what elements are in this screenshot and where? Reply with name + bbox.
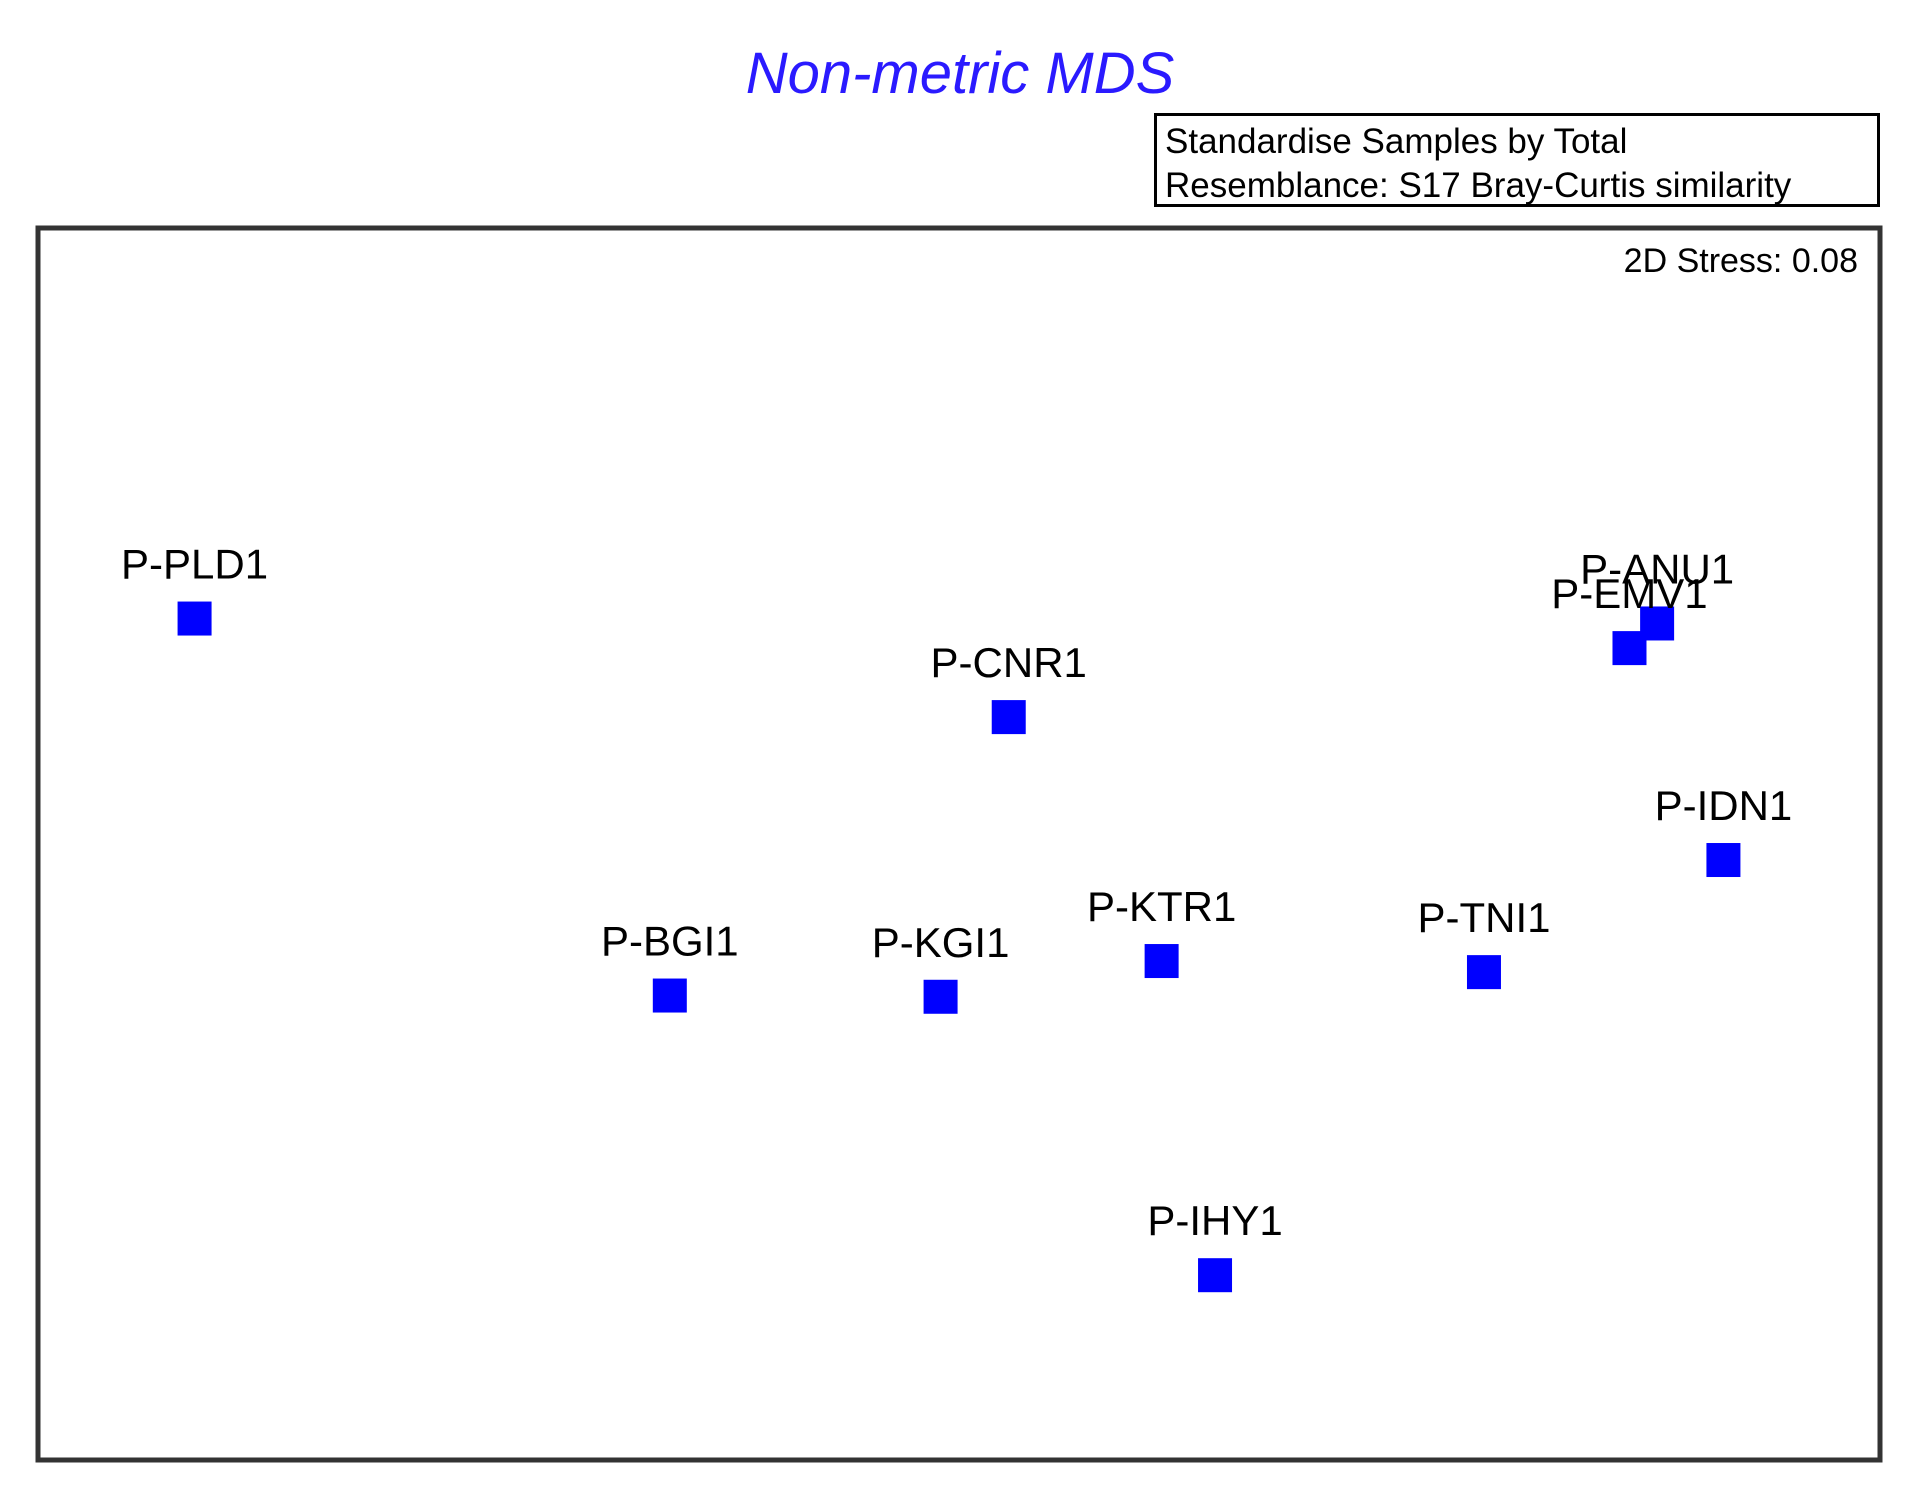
point-label-p-emv1: P-EMV1 bbox=[1551, 570, 1707, 617]
chart-title: Non-metric MDS bbox=[745, 41, 1175, 106]
point-label-p-anu1: P-ANU1 bbox=[1580, 545, 1734, 592]
point-p-tni1 bbox=[1466, 955, 1501, 990]
point-label-p-idn1: P-IDN1 bbox=[1655, 782, 1793, 829]
stress-label: 2D Stress: 0.08 bbox=[1624, 242, 1858, 280]
point-p-bgi1 bbox=[652, 978, 687, 1013]
info-line-standardise: Standardise Samples by Total bbox=[1165, 122, 1628, 161]
point-p-idn1 bbox=[1706, 843, 1741, 878]
point-label-p-bgi1: P-BGI1 bbox=[601, 918, 739, 965]
point-p-ktr1 bbox=[1144, 944, 1179, 979]
point-p-pld1 bbox=[177, 601, 212, 636]
point-label-p-ihy1: P-IHY1 bbox=[1147, 1197, 1282, 1244]
point-label-p-ktr1: P-KTR1 bbox=[1087, 883, 1236, 930]
point-label-p-pld1: P-PLD1 bbox=[121, 541, 268, 588]
point-label-p-cnr1: P-CNR1 bbox=[931, 639, 1087, 686]
point-p-cnr1 bbox=[991, 700, 1026, 735]
point-p-ihy1 bbox=[1198, 1258, 1233, 1293]
point-p-kgi1 bbox=[923, 979, 958, 1014]
point-label-p-kgi1: P-KGI1 bbox=[872, 919, 1010, 966]
plot-frame bbox=[35, 225, 1883, 1463]
resemblance-info-box: Standardise Samples by Total Resemblance… bbox=[1154, 113, 1880, 207]
point-label-p-tni1: P-TNI1 bbox=[1417, 894, 1550, 941]
info-line-resemblance: Resemblance: S17 Bray-Curtis similarity bbox=[1165, 166, 1792, 205]
point-p-emv1 bbox=[1612, 631, 1647, 666]
